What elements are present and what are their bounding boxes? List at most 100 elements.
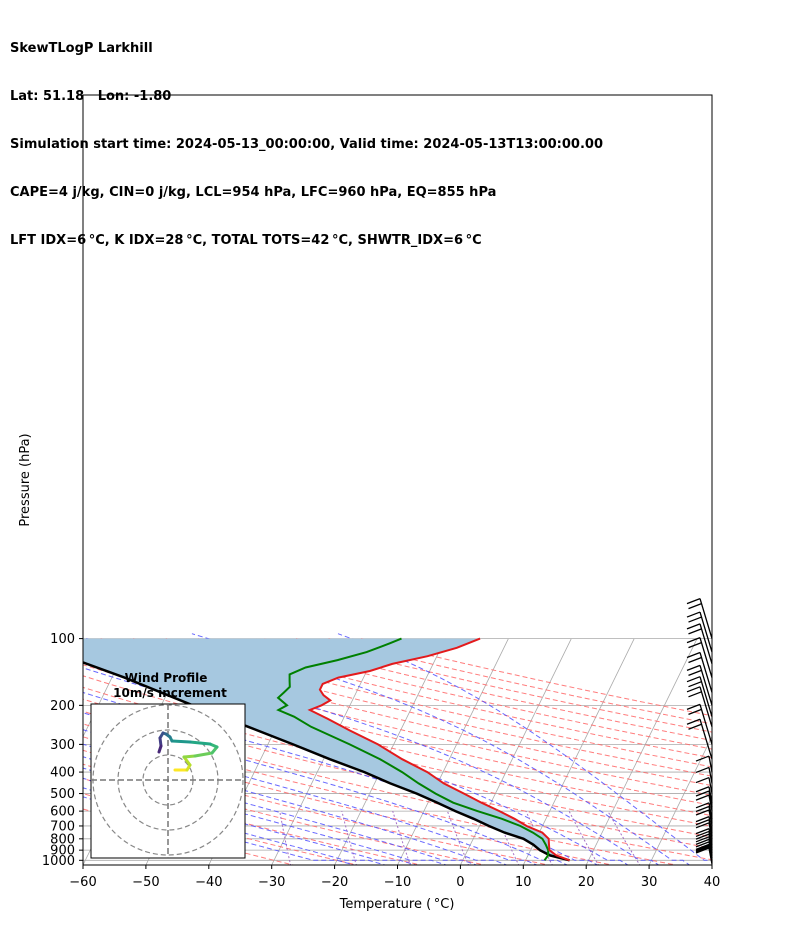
barb-flag (695, 844, 710, 851)
x-axis-label: Temperature ( °C) (339, 897, 455, 912)
simulation-times: Simulation start time: 2024-05-13_00:00:… (10, 137, 603, 152)
mixing-ratio-line (568, 810, 599, 865)
mixing-ratio-line (341, 810, 357, 865)
barb-flag (695, 786, 710, 793)
profile-lines (83, 637, 570, 862)
convective-indices: CAPE=4 j/kg, CIN=0 j/kg, LCL=954 hPa, LF… (10, 185, 497, 200)
dry-adiabat (83, 686, 712, 838)
barb-staff (699, 611, 713, 653)
y-tick-label: 500 (50, 787, 75, 802)
wind-barb (686, 651, 713, 693)
dry-adiabat (230, 638, 712, 750)
barb-flag (695, 790, 710, 797)
mixing-ratio-line (392, 810, 411, 865)
isotherm (0, 639, 5, 865)
hodograph-subtitle: 10m/s increment (113, 686, 227, 700)
dry-adiabat (83, 723, 679, 865)
wind-barb (686, 703, 713, 745)
barb-flag (695, 843, 710, 850)
barb-staff (699, 719, 713, 760)
dry-adiabat (83, 653, 712, 806)
y-tick-label: 100 (50, 632, 75, 647)
x-tick-label: 30 (641, 875, 658, 890)
chart-title-block: SkewTLogP Larkhill Lat: 51.18 Lon: -1.80… (10, 9, 603, 265)
barb-flag (695, 822, 710, 829)
dry-adiabat (360, 638, 712, 717)
station-location: Lat: 51.18 Lon: -1.80 (10, 89, 172, 104)
mixing-ratio-line (607, 810, 641, 865)
y-tick-label: 800 (50, 832, 75, 847)
wind-barb (686, 597, 713, 639)
y-tick-label: 700 (50, 819, 75, 834)
hodograph-trace-segment (182, 754, 197, 759)
barb-staff (699, 686, 713, 728)
barb-flag (686, 597, 701, 605)
temperature-line (307, 637, 570, 862)
hodograph-trace-segment (193, 751, 214, 758)
barb-flag (688, 708, 702, 715)
cin-shading (83, 638, 570, 861)
barb-flag (686, 676, 701, 683)
barb-flag (695, 841, 710, 848)
isotherm (83, 638, 132, 738)
moist-adiabat (83, 636, 660, 865)
barb-flag (695, 830, 710, 838)
barb-staff (699, 704, 713, 745)
barb-flag (695, 828, 710, 835)
barb-staff (699, 676, 713, 717)
parcel-line (83, 661, 570, 862)
barb-flag (695, 776, 710, 784)
barb-flag (686, 637, 701, 644)
mixing-ratio-line (446, 810, 470, 865)
dry-adiabat (83, 642, 712, 796)
barb-flag (695, 794, 710, 801)
dewpoint-line (276, 637, 550, 861)
barb-staff (699, 637, 713, 678)
dry-adiabat (83, 736, 615, 865)
moist-adiabat (191, 633, 691, 865)
x-tick-label: −10 (384, 875, 411, 890)
wind-barb (686, 637, 713, 678)
x-tick-label: 10 (515, 875, 532, 890)
hodograph-trace-segment (170, 739, 192, 744)
barb-flag (695, 845, 710, 852)
barb-flag (686, 623, 701, 630)
barb-staff (699, 665, 713, 706)
hodograph-trace-segment (188, 740, 212, 746)
barb-flag (688, 656, 702, 664)
mixing-ratio-line (279, 811, 292, 865)
wind-barb (686, 664, 713, 706)
barb-flag (688, 723, 702, 730)
wind-barb (686, 611, 713, 653)
x-tick-label: 0 (456, 875, 464, 890)
hodograph-title: Wind Profile (125, 671, 208, 685)
isotherm (397, 638, 509, 865)
barb-flag (686, 664, 701, 671)
x-tick-label: −50 (132, 875, 159, 890)
x-tick-label: −20 (321, 875, 348, 890)
cape-cin-shading (83, 638, 570, 861)
barb-flag (695, 815, 710, 823)
barb-flag (688, 642, 702, 649)
barb-flag (686, 703, 701, 710)
barb-flag (686, 611, 701, 618)
x-tick-label: 20 (578, 875, 595, 890)
barb-flag (695, 833, 710, 840)
barb-flag (695, 836, 710, 843)
barb-flag (686, 718, 701, 725)
dry-adiabat (83, 749, 551, 865)
barb-staff (699, 623, 713, 665)
barb-flag (695, 805, 710, 813)
dry-adiabat (133, 638, 712, 777)
x-tick-label: −30 (258, 875, 285, 890)
barb-flag (686, 651, 701, 659)
chart-title: SkewTLogP Larkhill (10, 41, 153, 56)
barb-flag (695, 802, 710, 809)
axis-ticks: −60 −50 −40 −30 −20 −10 0 10 20 30 40 1000900800700… (42, 632, 720, 890)
y-tick-label: 900 (50, 844, 75, 859)
isotherm (585, 638, 698, 865)
barb-flag (686, 686, 701, 693)
isotherm (711, 864, 712, 865)
y-axis-label: Pressure (hPa) (18, 433, 33, 526)
